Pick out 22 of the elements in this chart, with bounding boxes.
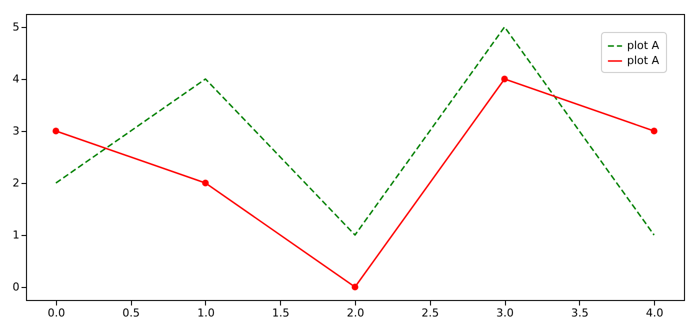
point (501, 76, 508, 82)
point (52, 128, 60, 134)
point (650, 128, 658, 134)
y-tick-label: 0 (12, 280, 20, 294)
x-tick-label: 1.5 (272, 306, 290, 320)
legend-label: plot A (627, 54, 660, 67)
x-tick-label: 0.0 (48, 306, 66, 320)
y-tick-label: 1 (12, 228, 20, 242)
x-tick-label: 1.0 (197, 306, 215, 320)
point (352, 284, 358, 290)
x-tick-label: 0.5 (122, 306, 140, 320)
x-tick-label: 2.5 (422, 306, 440, 320)
y-tick-label: 2 (12, 176, 20, 190)
y-tick-label: 4 (12, 72, 20, 86)
x-tick-label: 3.0 (496, 306, 514, 320)
y-tick-label: 5 (12, 20, 20, 34)
y-tick-label: 3 (12, 124, 20, 138)
x-tick-label: 3.5 (571, 306, 589, 320)
x-tick-label: 2.0 (346, 306, 364, 320)
point (202, 180, 209, 186)
x-tick-label: 4.0 (646, 306, 664, 320)
legend-label: plot A (627, 39, 660, 52)
